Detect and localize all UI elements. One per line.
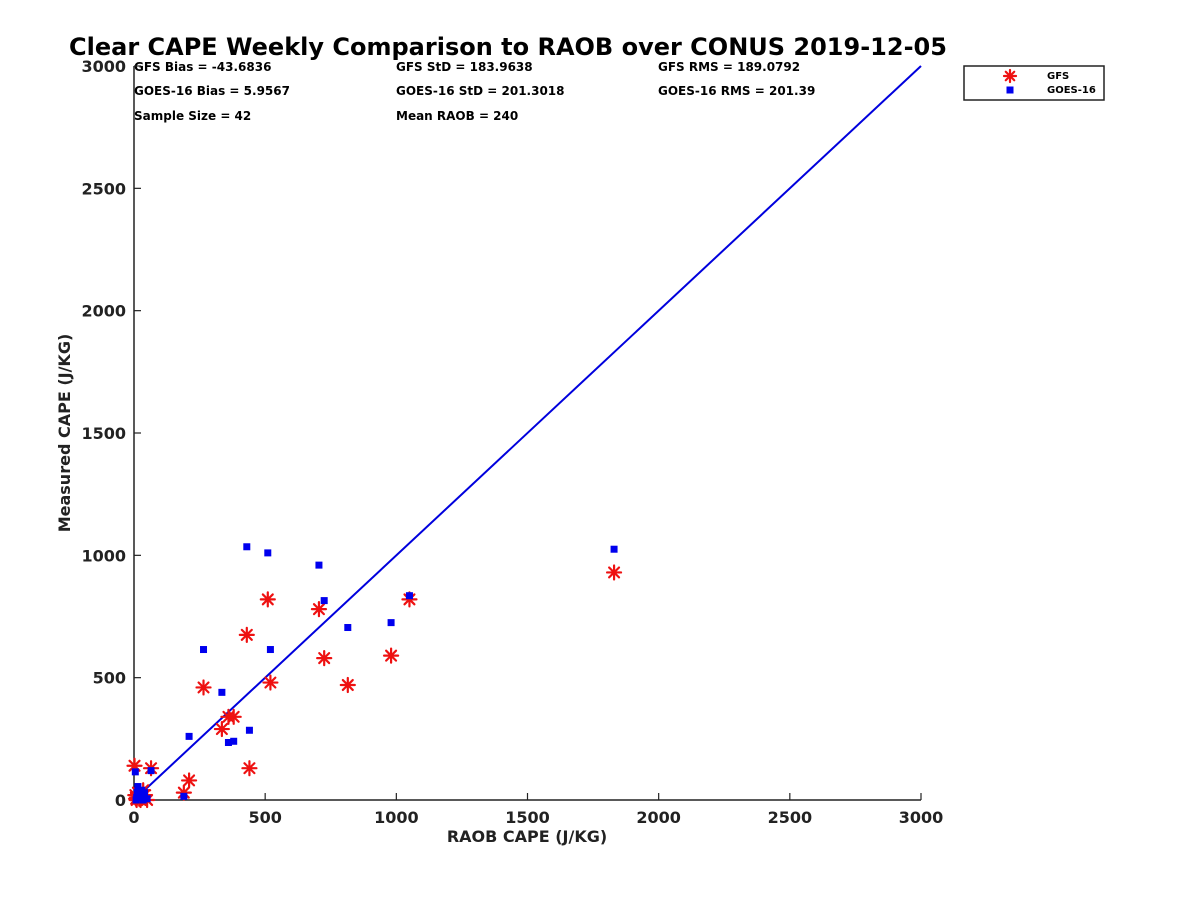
goes16-point [224,739,232,747]
stat-text: Sample Size = 42 [134,109,251,123]
x-tick-label: 2000 [636,808,681,827]
goes16-point [266,646,274,654]
goes16-point [185,732,193,740]
stat-text: Mean RAOB = 240 [396,109,518,123]
gfs-point [241,760,258,777]
gfs-point [225,708,242,725]
gfs-point [310,601,328,618]
gfs-point [316,649,333,667]
y-tick-label: 2500 [81,179,126,198]
stat-text: GOES-16 RMS = 201.39 [658,84,815,98]
goes16-point [131,768,139,776]
stat-text: GFS StD = 183.9638 [396,60,533,74]
stat-text: GOES-16 StD = 201.3018 [396,84,565,98]
goes16-point [147,767,155,775]
stats-panel: GFS Bias = -43.6836 GFS StD = 183.9638 GFS… [134,60,815,123]
gfs-point [213,720,230,738]
goes16-point [315,561,323,569]
goes16-point [134,783,142,791]
stat-text: GFS Bias = -43.6836 [134,60,271,74]
x-tick-label: 2500 [768,808,813,827]
goes16-point [230,737,238,745]
goes16-point [387,619,395,627]
legend: GFS GOES-16 [963,65,1105,101]
gfs-point [339,676,356,694]
x-tick-label: 1500 [505,808,550,827]
x-axis-label: RAOB CAPE (J/KG) [447,827,607,846]
legend-box [963,65,1105,101]
goes16-point [143,795,151,803]
y-axis-label: Measured CAPE (J/KG) [55,334,74,533]
goes16-point [344,624,352,632]
y-tick-label: 500 [93,669,126,688]
chart-title: Clear CAPE Weekly Comparison to RAOB ove… [69,33,947,61]
goes16-point [180,792,188,800]
stat-text: GFS RMS = 189.0792 [658,60,800,74]
data-points [126,543,623,809]
gfs-point [238,626,255,643]
gfs-point [180,772,198,789]
axis-ticks: 0 500 1000 1500 2000 2500 3000 0 500 1000 1500 2000… [81,57,943,827]
goes16-point [264,549,272,557]
goes16-point [218,688,226,696]
y-tick-label: 1000 [81,546,126,565]
one-to-one-line [133,65,922,801]
goes16-point [245,726,253,734]
x-tick-label: 3000 [899,808,944,827]
gfs-point [195,679,212,696]
goes16-point [200,646,208,654]
goes16-point [405,592,413,600]
gfs-point [605,564,623,581]
y-tick-label: 1500 [81,424,126,443]
x-tick-label: 500 [248,808,281,827]
y-tick-label: 2000 [81,302,126,321]
goes16-point [320,597,328,605]
legend-label: GOES-16 [1047,85,1096,96]
gfs-point [382,647,400,664]
legend-label: GFS [1047,71,1069,82]
x-tick-label: 1000 [374,808,419,827]
x-tick-label: 0 [128,808,139,827]
y-tick-label: 0 [115,791,126,810]
y-tick-label: 3000 [81,57,126,76]
gfs-point [259,591,276,608]
goes16-point [243,543,251,551]
gfs-point [262,674,279,691]
goes16-point [139,796,147,804]
legend-gfs-marker [1002,68,1018,84]
goes16-point [610,545,618,553]
goes16-point [140,789,148,797]
stat-text: GOES-16 Bias = 5.9567 [134,84,290,98]
legend-goes16-marker [1006,86,1014,94]
